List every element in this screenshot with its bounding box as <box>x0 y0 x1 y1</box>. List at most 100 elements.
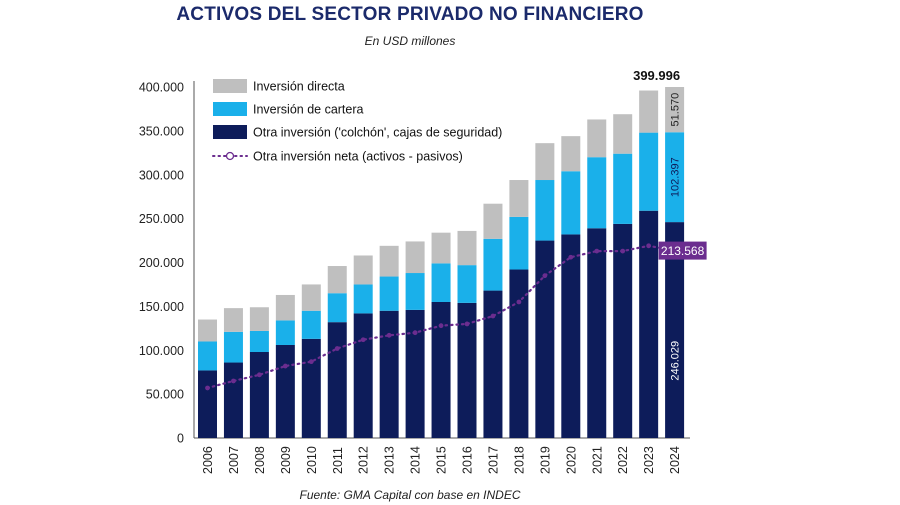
bar-otra-inversion <box>457 302 477 438</box>
bar-inversion-cartera <box>249 330 269 353</box>
bar-inversion-directa <box>327 266 347 294</box>
net-investment-point <box>542 273 548 279</box>
legend-otra-inversion-label: Otra inversión ('colchón', cajas de segu… <box>253 126 502 140</box>
bar-otra-inversion <box>379 310 399 438</box>
bar-otra-inversion <box>249 352 269 438</box>
bar-inversion-directa <box>223 308 243 332</box>
bar-inversion-directa <box>613 114 633 154</box>
y-tick-label: 200.000 <box>139 256 184 270</box>
net-investment-point <box>464 321 470 327</box>
bar-otra-inversion <box>665 222 685 438</box>
x-tick-label: 2011 <box>331 447 345 474</box>
x-tick-label: 2023 <box>642 446 656 474</box>
bar-otra-inversion <box>275 344 295 438</box>
y-tick-label: 300.000 <box>139 168 184 182</box>
y-tick-label: 250.000 <box>139 212 184 226</box>
net-investment-point <box>360 337 366 343</box>
bar-inversion-directa <box>405 241 425 274</box>
bar-inversion-directa <box>275 294 295 321</box>
bar-inversion-directa <box>483 203 503 239</box>
net-investment-point <box>334 346 340 351</box>
bar-inversion-cartera <box>483 238 503 291</box>
net-investment-point <box>231 378 236 384</box>
y-tick-label: 350.000 <box>139 124 184 138</box>
bar-otra-inversion <box>483 290 503 438</box>
bar-otra-inversion <box>327 322 347 438</box>
net-investment-point <box>516 299 522 305</box>
bar-inversion-cartera <box>587 157 607 229</box>
bar-inversion-cartera <box>198 341 217 371</box>
otra-2024-label: 246.029 <box>670 341 682 381</box>
y-tick-label: 100.000 <box>139 344 184 358</box>
bar-otra-inversion <box>353 313 373 438</box>
net-investment-point <box>412 330 418 336</box>
bar-inversion-cartera <box>327 293 347 323</box>
legend-inversion-cartera-swatch <box>213 102 247 116</box>
net-investment-point <box>646 243 652 249</box>
x-tick-label: 2007 <box>227 446 241 474</box>
bar-inversion-directa <box>198 319 217 342</box>
bar-inversion-directa <box>639 90 659 133</box>
bar-otra-inversion <box>587 228 607 438</box>
bar-inversion-cartera <box>613 153 633 224</box>
bar-inversion-cartera <box>301 310 321 339</box>
x-tick-label: 2009 <box>279 446 293 474</box>
x-tick-label: 2006 <box>201 446 215 474</box>
net-investment-point <box>257 372 262 378</box>
bar-inversion-cartera <box>457 265 477 303</box>
bar-inversion-directa <box>301 284 321 311</box>
cartera-2024-label: 102.397 <box>670 157 682 197</box>
bar-inversion-directa <box>561 136 581 172</box>
bar-inversion-cartera <box>353 284 373 314</box>
bar-inversion-cartera <box>431 263 451 302</box>
chart-source: Fuente: GMA Capital con base en INDEC <box>299 488 521 502</box>
bar-inversion-directa <box>665 87 685 133</box>
y-tick-label: 50.000 <box>146 388 184 402</box>
bar-inversion-cartera <box>561 171 581 235</box>
y-tick-label: 150.000 <box>139 300 184 314</box>
bar-inversion-cartera <box>405 273 425 310</box>
bar-inversion-cartera <box>509 216 529 270</box>
net-investment-point <box>490 313 496 319</box>
bar-otra-inversion <box>198 370 217 438</box>
bar-inversion-directa <box>249 307 269 331</box>
legend-inversion-directa-swatch <box>213 79 247 93</box>
x-tick-label: 2010 <box>305 446 319 474</box>
bar-otra-inversion <box>613 223 633 438</box>
bar-otra-inversion <box>535 240 555 438</box>
bar-otra-inversion <box>405 309 425 438</box>
bar-inversion-cartera <box>639 132 659 211</box>
net-investment-point <box>568 254 574 260</box>
bar-otra-inversion <box>561 234 581 438</box>
bar-inversion-directa <box>587 119 607 158</box>
x-tick-label: 2016 <box>461 446 475 474</box>
legend-net-marker <box>225 151 235 161</box>
bar-inversion-cartera <box>223 331 243 363</box>
net-2024-label-box <box>658 241 707 260</box>
bar-inversion-directa <box>535 143 555 181</box>
net-investment-point <box>205 385 210 391</box>
x-tick-label: 2024 <box>668 446 682 474</box>
x-tick-label: 2021 <box>590 446 604 474</box>
chart-subtitle: En USD millones <box>364 34 456 48</box>
legend-inversion-cartera-label: Inversión de cartera <box>253 103 364 117</box>
x-tick-label: 2012 <box>357 446 371 474</box>
net-investment-point <box>620 248 626 254</box>
net-2024-label: 213.568 <box>661 244 705 258</box>
y-tick-label: 400.000 <box>139 81 184 95</box>
x-tick-label: 2014 <box>409 446 423 474</box>
x-tick-label: 2013 <box>383 446 397 474</box>
bar-otra-inversion <box>431 301 451 438</box>
bar-inversion-directa <box>379 245 399 277</box>
net-investment-point <box>594 248 600 254</box>
legend-otra-inversion-swatch <box>213 125 247 139</box>
legend-inversion-directa-label: Inversión directa <box>253 80 345 94</box>
bar-otra-inversion <box>301 338 321 438</box>
x-tick-label: 2019 <box>538 446 552 474</box>
net-investment-point <box>438 323 444 329</box>
net-investment-point <box>386 332 392 338</box>
bar-otra-inversion <box>509 269 529 438</box>
total-2024-label: 399.996 <box>633 68 680 83</box>
